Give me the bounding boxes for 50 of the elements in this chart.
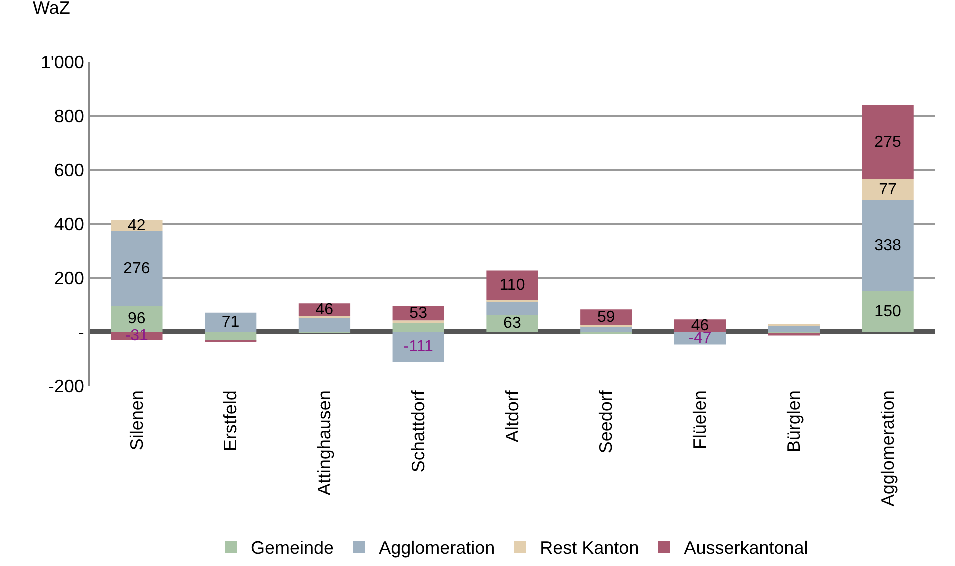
data-label: 77 [879,181,898,198]
x-tick-label: Flüelen [690,390,710,450]
data-label: -47 [688,330,712,347]
bar [392,323,444,332]
bar [580,326,632,332]
y-tick-label: 1'000 [40,52,84,72]
bar [768,326,820,332]
data-label: 46 [316,301,334,318]
bar [392,332,444,362]
x-tick-label: Attinghausen [314,390,335,496]
y-tick-label: - [78,322,84,342]
x-tick-label: Schattdorf [408,390,428,473]
y-tick-label: -200 [48,376,84,396]
data-label: 150 [874,303,902,320]
y-tick-label: 800 [54,106,84,126]
data-label: 276 [124,260,150,278]
bar [111,232,163,306]
x-tick-label: Altdorf [502,390,522,443]
data-label: -111 [404,338,434,356]
data-label: 63 [504,314,522,332]
y-tick-label: 600 [54,160,84,180]
data-label: 338 [874,237,902,254]
x-tick-label: Seedorf [596,390,616,454]
bar [862,179,914,200]
data-label: 59 [597,309,616,326]
x-tick-label: Bürglen [784,390,804,453]
x-tick-label: Erstfeld [220,390,241,452]
bar [862,292,914,332]
x-tick-label: Agglomeration [878,390,898,507]
bar [486,270,538,300]
bar [862,200,914,292]
legend-label: Ausserkantonal [684,538,808,558]
y-tick-label: 400 [54,214,84,234]
data-label: 275 [874,134,902,151]
y-tick-label: 200 [54,268,84,288]
bar [486,302,538,315]
bar [862,105,914,180]
data-label: 96 [128,310,146,328]
legend-label: Gemeinde [251,538,334,558]
bar [298,318,351,332]
data-label: 110 [500,277,526,294]
bar [205,312,257,332]
data-label: 53 [410,305,428,322]
bar [392,320,444,324]
legend-label: Agglomeration [379,538,496,558]
data-label: 71 [222,314,240,331]
data-label: 42 [128,217,146,234]
legend-label: Rest Kanton [540,538,640,558]
y-axis-title: WaZ [33,0,70,18]
x-tick-label: Silenen [126,390,147,451]
